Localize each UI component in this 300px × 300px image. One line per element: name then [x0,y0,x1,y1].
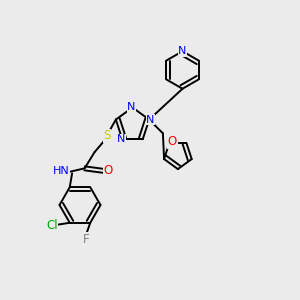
Text: S: S [103,129,111,142]
Text: N: N [117,134,125,144]
Text: N: N [146,115,154,124]
Text: O: O [168,135,177,148]
Text: Cl: Cl [46,219,58,232]
Text: N: N [127,103,135,112]
Text: HN: HN [53,166,70,176]
Text: F: F [83,233,90,246]
Text: N: N [178,46,187,56]
Text: O: O [103,164,112,177]
